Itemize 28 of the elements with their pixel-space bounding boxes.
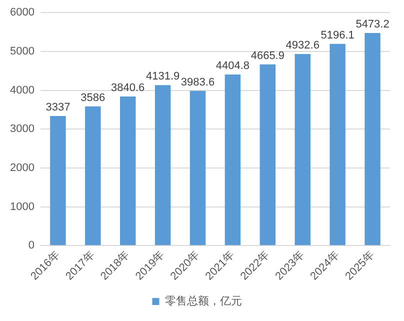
data-label: 4665.9 xyxy=(250,50,284,62)
y-tick-label: 1000 xyxy=(10,200,34,213)
y-tick-label: 3000 xyxy=(10,123,34,136)
bar xyxy=(364,33,380,246)
data-label: 5473.2 xyxy=(356,18,390,31)
y-tick-label: 4000 xyxy=(10,84,34,96)
data-label: 3840.6 xyxy=(111,82,145,94)
legend-label: 零售总额，亿元 xyxy=(164,294,242,308)
y-tick-label: 6000 xyxy=(10,6,34,19)
bar xyxy=(50,116,66,246)
y-tick-label: 0 xyxy=(28,240,34,252)
data-label: 4932.6 xyxy=(286,40,320,52)
bar xyxy=(330,44,346,246)
data-label: 3586 xyxy=(80,92,106,104)
data-label: 4404.8 xyxy=(216,60,250,72)
bar xyxy=(85,106,101,246)
data-label: 3337 xyxy=(46,102,70,114)
bar xyxy=(224,74,241,246)
data-label: 5196.1 xyxy=(320,29,354,42)
bar xyxy=(294,54,310,246)
y-tick-label: 5000 xyxy=(10,45,34,58)
bar xyxy=(190,90,206,246)
data-label: 4131.9 xyxy=(146,70,180,83)
data-label: 3983.6 xyxy=(180,76,215,88)
bar xyxy=(154,85,171,246)
bar xyxy=(120,96,136,246)
y-tick-label: 2000 xyxy=(10,162,34,174)
bar xyxy=(260,64,276,246)
